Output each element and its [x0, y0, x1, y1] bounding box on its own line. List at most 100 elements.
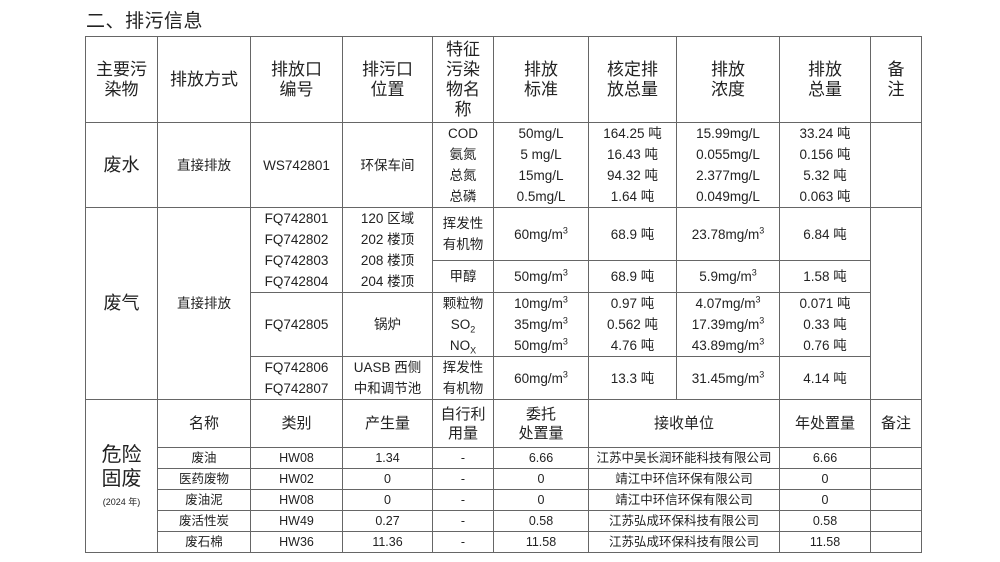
waste-entrusted: 0 — [493, 489, 589, 511]
gas-concentration: 5.9mg/m3 — [676, 260, 780, 293]
water-outlet: WS742801 — [250, 122, 343, 208]
gas-total: 6.84 吨 — [779, 207, 871, 261]
header-cell: 排放方式 — [157, 36, 251, 123]
header-cell: 排放口编号 — [250, 36, 343, 123]
water-category: 废水 — [85, 122, 158, 208]
waste-name: 废石棉 — [157, 531, 251, 553]
header-cell: 产生量 — [342, 399, 433, 448]
waste-annual: 11.58 — [779, 531, 871, 553]
gas-approved: 13.3 吨 — [588, 356, 677, 400]
header-cell: 接收单位 — [588, 399, 780, 448]
gas-outlets-1: FQ742801 FQ742802 FQ742803 FQ742804 — [250, 207, 343, 293]
waste-produced: 11.36 — [342, 531, 433, 553]
waste-produced: 0 — [342, 468, 433, 490]
header-cell: 排污口位置 — [342, 36, 433, 123]
header-cell: 主要污染物 — [85, 36, 158, 123]
waste-remark — [870, 489, 922, 511]
waste-name: 医药废物 — [157, 468, 251, 490]
hazardous-category: 危险 固废 (2024 年) — [85, 399, 158, 553]
gas-locations-1: 120 区域 202 楼顶 208 楼顶 204 楼顶 — [342, 207, 433, 293]
gas-approved: 0.97 吨 0.562 吨 4.76 吨 — [588, 292, 677, 357]
waste-name: 废活性炭 — [157, 510, 251, 532]
gas-standard: 10mg/m3 35mg/m3 50mg/m3 — [493, 292, 589, 357]
waste-annual: 0.58 — [779, 510, 871, 532]
gas-row: 废气 直接排放 FQ742801 FQ742802 FQ742803 FQ742804… — [85, 207, 922, 400]
gas-method: 直接排放 — [157, 207, 251, 400]
header-cell: 特征污染物名称 — [432, 36, 494, 123]
waste-name: 废油 — [157, 447, 251, 469]
header-cell: 排放总量 — [779, 36, 871, 123]
waste-type: HW08 — [250, 447, 343, 469]
water-pollutants: COD 氨氮 总氮 总磷 — [432, 122, 494, 208]
gas-total: 0.071 吨 0.33 吨 0.76 吨 — [779, 292, 871, 357]
section-title: 二、排污信息 — [86, 11, 204, 32]
gas-standard: 60mg/m3 — [493, 356, 589, 400]
waste-entrusted: 11.58 — [493, 531, 589, 553]
waste-receiver: 江苏中吴长润环能科技有限公司 — [588, 447, 780, 469]
waste-self-use: - — [432, 447, 494, 469]
header-cell: 备注 — [870, 36, 922, 123]
waste-remark — [870, 447, 922, 469]
waste-entrusted: 6.66 — [493, 447, 589, 469]
gas-locations-3: UASB 西侧 中和调节池 — [342, 356, 433, 400]
waste-receiver: 江苏弘成环保科技有限公司 — [588, 510, 780, 532]
gas-row: 甲醇 50mg/m3 68.9 吨 5.9mg/m3 1.58 吨 — [86, 260, 922, 293]
waste-receiver: 靖江中环信环保有限公司 — [588, 489, 780, 511]
waste-remark — [870, 468, 922, 490]
emission-table: 主要污染物 排放方式 排放口编号 排污口位置 特征污染物名称 排放标准 核定排放… — [85, 36, 922, 553]
header-cell: 排放浓度 — [676, 36, 780, 123]
header-cell: 名称 — [157, 399, 251, 448]
water-total: 33.24 吨 0.156 吨 5.32 吨 0.063 吨 — [779, 122, 871, 208]
gas-approved: 68.9 吨 — [588, 260, 677, 293]
hazardous-row: 废活性炭 HW49 0.27-0.58 江苏弘成环保科技有限公司 0.58 — [86, 510, 922, 532]
gas-location-2: 锅炉 — [342, 292, 433, 357]
gas-approved: 68.9 吨 — [588, 207, 677, 261]
waste-produced: 1.34 — [342, 447, 433, 469]
hazardous-row: 废石棉 HW36 11.36-11.58 江苏弘成环保科技有限公司 11.58 — [86, 531, 922, 553]
waste-receiver: 靖江中环信环保有限公司 — [588, 468, 780, 490]
gas-pollutant: 挥发性 有机物 — [432, 356, 494, 400]
header-cell: 年处置量 — [779, 399, 871, 448]
waste-type: HW08 — [250, 489, 343, 511]
waste-produced: 0 — [342, 489, 433, 511]
hazardous-row: 废油泥 HW08 0-0 靖江中环信环保有限公司 0 — [86, 489, 922, 511]
header-cell: 类别 — [250, 399, 343, 448]
gas-outlet-2: FQ742805 — [250, 292, 343, 357]
water-approved: 164.25 吨 16.43 吨 94.32 吨 1.64 吨 — [588, 122, 677, 208]
waste-remark — [870, 531, 922, 553]
waste-self-use: - — [432, 510, 494, 532]
gas-standard: 50mg/m3 — [493, 260, 589, 293]
gas-row: FQ742806 FQ742807 UASB 西侧 中和调节池 挥发性 有机物 60m… — [86, 356, 922, 400]
header-cell: 委托 处置量 — [493, 399, 589, 448]
gas-pollutants: 颗粒物 SO2 NOX — [432, 292, 494, 357]
waste-entrusted: 0.58 — [493, 510, 589, 532]
gas-outlets-3: FQ742806 FQ742807 — [250, 356, 343, 400]
hazardous-header-row: 危险 固废 (2024 年) 名称 类别 产生量 自行利 用量 委托 处置量 接收单位 … — [85, 399, 922, 553]
gas-pollutant: 甲醇 — [432, 260, 494, 293]
gas-total: 1.58 吨 — [779, 260, 871, 293]
water-location: 环保车间 — [342, 122, 433, 208]
header-cell: 自行利 用量 — [432, 399, 494, 448]
hazardous-row: 废油 HW08 1.34-6.66 江苏中吴长润环能科技有限公司 6.66 — [86, 447, 922, 469]
water-concentration: 15.99mg/L 0.055mg/L 2.377mg/L 0.049mg/L — [676, 122, 780, 208]
water-remark — [870, 122, 922, 208]
hazardous-row: 医药废物 HW02 0-0 靖江中环信环保有限公司 0 — [86, 468, 922, 490]
waste-type: HW49 — [250, 510, 343, 532]
gas-pollutant: 挥发性 有机物 — [432, 207, 494, 261]
waste-annual: 0 — [779, 489, 871, 511]
waste-produced: 0.27 — [342, 510, 433, 532]
water-standard: 50mg/L 5 mg/L 15mg/L 0.5mg/L — [493, 122, 589, 208]
waste-annual: 0 — [779, 468, 871, 490]
gas-standard: 60mg/m3 — [493, 207, 589, 261]
waste-receiver: 江苏弘成环保科技有限公司 — [588, 531, 780, 553]
header-row: 主要污染物 排放方式 排放口编号 排污口位置 特征污染物名称 排放标准 核定排放… — [85, 36, 922, 123]
gas-total: 4.14 吨 — [779, 356, 871, 400]
gas-concentration: 4.07mg/m3 17.39mg/m3 43.89mg/m3 — [676, 292, 780, 357]
waste-type: HW02 — [250, 468, 343, 490]
header-cell: 排放标准 — [493, 36, 589, 123]
header-cell: 核定排放总量 — [588, 36, 677, 123]
waste-self-use: - — [432, 531, 494, 553]
waste-annual: 6.66 — [779, 447, 871, 469]
waste-self-use: - — [432, 489, 494, 511]
gas-remark — [870, 207, 922, 400]
